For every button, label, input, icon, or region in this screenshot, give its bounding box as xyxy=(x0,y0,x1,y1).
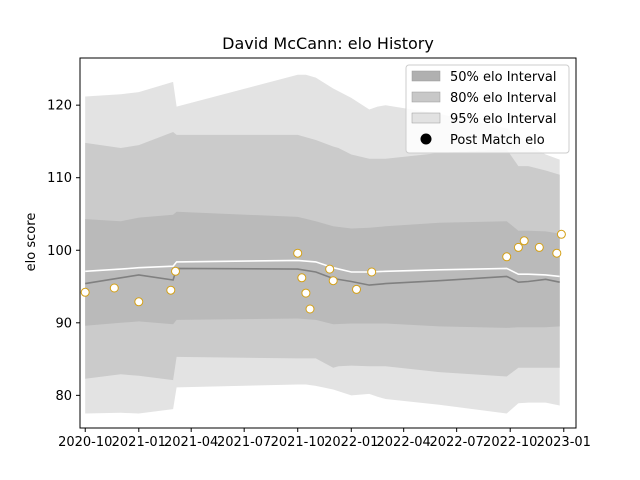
upper-trend-line xyxy=(85,259,560,278)
post-match-point xyxy=(166,285,176,295)
legend: 50% elo Interval 80% elo Interval 95% elo … xyxy=(405,64,570,154)
post-match-point xyxy=(171,266,180,276)
post-match-point xyxy=(293,248,303,258)
y-tick-label: 110 xyxy=(47,171,72,186)
post-match-point xyxy=(109,283,119,293)
x-tick-label: 2021-04 xyxy=(164,435,218,450)
x-tick-label: 2020-10 xyxy=(58,435,112,450)
x-tick-label: 2022-04 xyxy=(377,435,431,450)
post-match-point xyxy=(352,284,361,294)
legend-swatch xyxy=(411,112,441,124)
x-tick-label: 2023-01 xyxy=(537,435,591,450)
y-tick-label: 90 xyxy=(55,316,72,331)
legend-label: 95% elo Interval xyxy=(450,112,557,127)
x-tick-label: 2021-07 xyxy=(217,435,271,450)
y-tick-label: 120 xyxy=(47,99,72,114)
post-match-point xyxy=(556,229,566,239)
post-match-point xyxy=(305,304,315,314)
legend-box xyxy=(405,64,570,154)
y-tick-label: 100 xyxy=(47,244,72,259)
post-match-point xyxy=(80,287,90,297)
x-tick-label: 2022-01 xyxy=(324,435,378,450)
post-match-point xyxy=(325,264,335,274)
post-match-point xyxy=(297,273,307,283)
post-match-point xyxy=(534,242,544,252)
y-axis-label: elo score xyxy=(24,213,39,272)
x-tick-label: 2022-10 xyxy=(483,435,537,450)
legend-label: 50% elo Interval xyxy=(450,70,557,85)
post-match-point xyxy=(513,242,523,252)
x-tick-label: 2021-01 xyxy=(112,435,166,450)
post-match-point xyxy=(519,236,529,246)
chart-title: David McCann: elo History xyxy=(222,34,434,53)
axes-frame xyxy=(79,57,577,429)
legend-label: Post Match elo xyxy=(450,133,545,148)
legend-label: 80% elo Interval xyxy=(450,91,557,106)
legend-swatch xyxy=(411,70,441,82)
50-elo-interval-band xyxy=(85,211,560,328)
post-match-point xyxy=(552,248,562,258)
post-match-point xyxy=(328,276,338,286)
post-match-point xyxy=(367,267,377,277)
x-tick-label: 2021-10 xyxy=(271,435,325,450)
x-tick-label: 2022-07 xyxy=(429,435,483,450)
legend-swatch xyxy=(411,91,441,103)
post-match-point xyxy=(301,288,311,298)
legend-marker xyxy=(420,133,432,145)
median-trend-line xyxy=(85,267,560,286)
post-match-point xyxy=(134,297,144,307)
post-match-point xyxy=(502,252,512,262)
y-tick-label: 80 xyxy=(55,389,72,404)
plot-area xyxy=(80,74,566,414)
